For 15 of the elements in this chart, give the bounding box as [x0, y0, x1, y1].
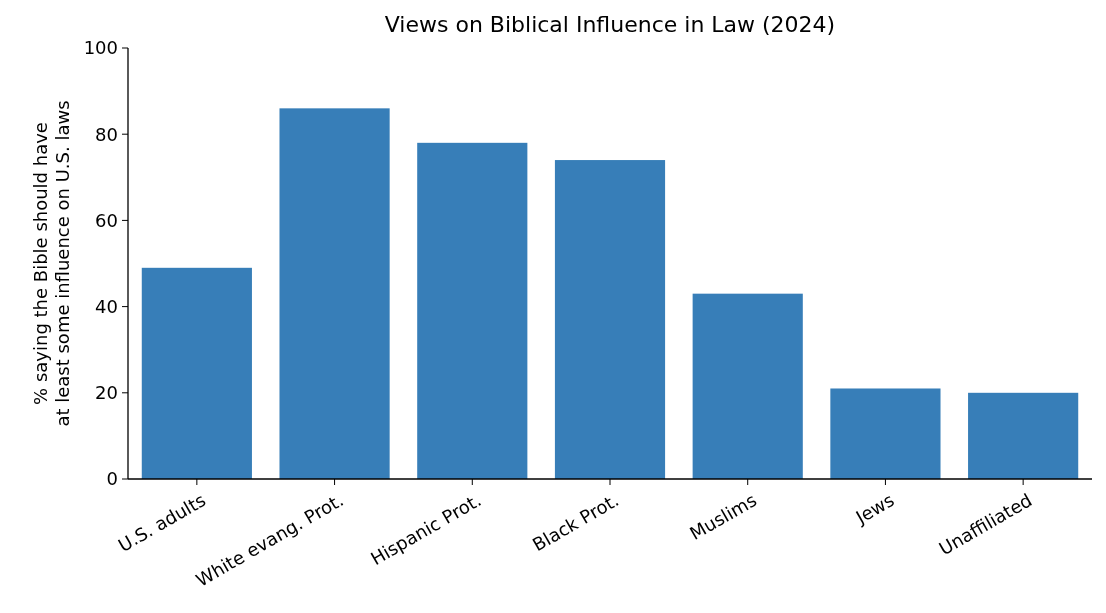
- bar: [968, 392, 1079, 479]
- y-tick-label: 60: [95, 209, 118, 231]
- bar: [141, 267, 252, 479]
- y-tick-label: 100: [83, 37, 118, 59]
- bar: [279, 108, 390, 479]
- y-tick-label: 0: [106, 468, 118, 490]
- y-axis-title: % saying the Bible should have at least some influence on U.S. laws: [30, 100, 73, 427]
- bar: [554, 160, 666, 479]
- bar: [417, 142, 528, 479]
- bar: [692, 293, 803, 479]
- chart-title: Views on Biblical Influence in Law (2024): [384, 12, 836, 37]
- y-tick-label: 20: [95, 382, 118, 404]
- y-tick-label: 40: [95, 295, 118, 317]
- bar: [830, 388, 941, 479]
- y-tick-label: 80: [95, 123, 118, 145]
